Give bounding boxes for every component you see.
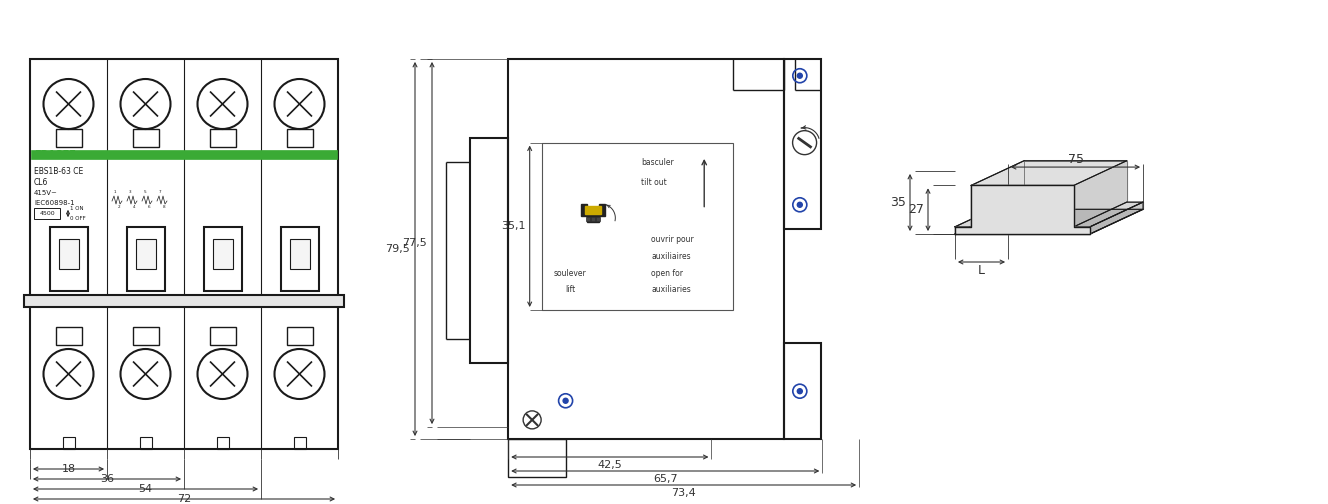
Bar bbox=[596, 217, 600, 221]
Bar bbox=[126, 227, 165, 291]
Polygon shape bbox=[955, 185, 1090, 234]
Bar bbox=[135, 239, 155, 269]
Text: CL6: CL6 bbox=[35, 178, 48, 187]
Text: 42,5: 42,5 bbox=[598, 460, 623, 470]
Bar bbox=[542, 143, 733, 310]
Polygon shape bbox=[586, 206, 602, 214]
Circle shape bbox=[797, 73, 802, 78]
Polygon shape bbox=[955, 202, 1024, 227]
Bar bbox=[216, 437, 228, 449]
Polygon shape bbox=[955, 209, 1143, 234]
Text: 65,7: 65,7 bbox=[653, 474, 677, 484]
Polygon shape bbox=[955, 185, 1090, 234]
Text: 35,1: 35,1 bbox=[502, 221, 526, 231]
Text: 2: 2 bbox=[118, 205, 121, 209]
Bar bbox=[56, 327, 81, 345]
Bar bbox=[509, 59, 784, 439]
Polygon shape bbox=[971, 161, 1127, 185]
Bar bbox=[290, 239, 309, 269]
Text: 36: 36 bbox=[100, 474, 114, 484]
Bar bbox=[587, 217, 591, 221]
Text: soulever: soulever bbox=[554, 269, 587, 278]
Bar bbox=[35, 208, 60, 219]
Circle shape bbox=[797, 389, 802, 394]
Text: 27: 27 bbox=[908, 203, 924, 216]
Bar bbox=[470, 138, 509, 362]
Bar bbox=[133, 129, 158, 147]
Polygon shape bbox=[582, 204, 606, 222]
Text: 35: 35 bbox=[890, 196, 906, 209]
Text: 77,5: 77,5 bbox=[401, 238, 426, 248]
Text: auxiliaires: auxiliaires bbox=[651, 252, 691, 261]
Bar bbox=[31, 150, 337, 159]
Text: 3: 3 bbox=[129, 190, 131, 194]
Polygon shape bbox=[1090, 202, 1143, 234]
Text: 0 OFF: 0 OFF bbox=[70, 217, 86, 221]
Text: 54: 54 bbox=[138, 484, 153, 494]
Text: 4: 4 bbox=[133, 205, 135, 209]
Text: lift: lift bbox=[566, 285, 575, 294]
Bar bbox=[133, 327, 158, 345]
Circle shape bbox=[797, 202, 802, 207]
Text: ouvrir pour: ouvrir pour bbox=[651, 235, 693, 244]
Bar bbox=[509, 439, 566, 477]
Polygon shape bbox=[1008, 161, 1143, 209]
Text: 1 ON: 1 ON bbox=[70, 206, 84, 211]
Text: L: L bbox=[977, 264, 985, 277]
Text: 8: 8 bbox=[163, 205, 165, 209]
Bar bbox=[31, 59, 339, 449]
Text: 73,4: 73,4 bbox=[671, 488, 696, 498]
Text: basculer: basculer bbox=[641, 158, 673, 167]
Bar bbox=[287, 129, 312, 147]
Bar bbox=[784, 59, 821, 229]
Text: 7: 7 bbox=[158, 190, 161, 194]
Bar bbox=[280, 227, 319, 291]
Bar bbox=[203, 227, 242, 291]
Bar bbox=[591, 217, 595, 221]
Text: 415V~: 415V~ bbox=[35, 190, 58, 196]
Bar bbox=[293, 437, 305, 449]
Circle shape bbox=[563, 398, 568, 403]
Polygon shape bbox=[1074, 202, 1143, 227]
Bar bbox=[784, 343, 821, 439]
Bar bbox=[212, 239, 232, 269]
Text: open for: open for bbox=[651, 269, 683, 278]
Bar bbox=[210, 129, 235, 147]
Bar bbox=[56, 129, 81, 147]
Bar bbox=[139, 437, 151, 449]
Text: EBASEE: EBASEE bbox=[35, 150, 76, 159]
Bar bbox=[62, 437, 74, 449]
Text: 5: 5 bbox=[143, 190, 146, 194]
Text: 4500: 4500 bbox=[40, 211, 54, 216]
Text: tilt out: tilt out bbox=[641, 178, 667, 187]
Text: 72: 72 bbox=[177, 494, 191, 504]
Bar bbox=[287, 327, 312, 345]
Text: auxiliaries: auxiliaries bbox=[651, 285, 691, 294]
Bar bbox=[24, 295, 344, 307]
Text: 6: 6 bbox=[147, 205, 150, 209]
Text: 18: 18 bbox=[61, 464, 76, 474]
Text: IEC60898-1: IEC60898-1 bbox=[35, 200, 74, 206]
Bar bbox=[58, 239, 78, 269]
Text: 1: 1 bbox=[114, 190, 117, 194]
Text: 75: 75 bbox=[1068, 153, 1084, 166]
Bar bbox=[210, 327, 235, 345]
Bar bbox=[49, 227, 88, 291]
Text: 79,5: 79,5 bbox=[385, 244, 409, 254]
Text: EBS1B-63 CE: EBS1B-63 CE bbox=[35, 167, 84, 176]
